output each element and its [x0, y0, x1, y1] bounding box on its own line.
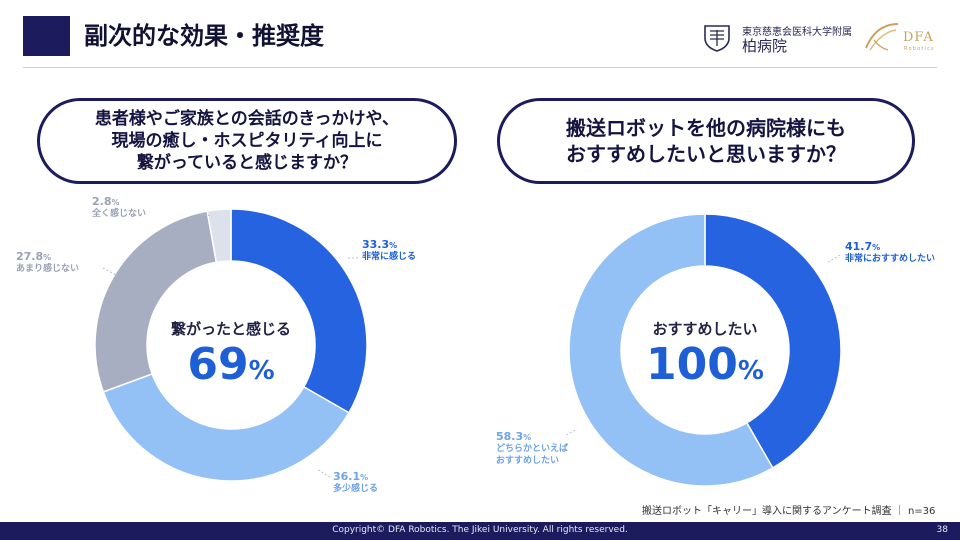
data-label: 41.7% 非常におすすめしたい [845, 240, 935, 265]
data-label-name: 多少感じる [333, 484, 379, 494]
donut-center-label-right: おすすめしたい 100% [630, 318, 780, 397]
jikei-emblem-icon [704, 25, 730, 52]
data-label-name: 非常に感じる [362, 252, 417, 262]
data-label: 27.8% あまり感じない [16, 250, 79, 275]
leader-line [102, 267, 117, 276]
donut-slice [102, 372, 350, 482]
donut-slice [704, 213, 842, 469]
data-label-name: どちらかといえば おすすめしたい [496, 444, 569, 466]
donut-slice [230, 208, 368, 414]
header-divider [23, 67, 937, 68]
data-label-name: 全く感じない [92, 209, 147, 219]
data-label-value: 33.3 [362, 238, 390, 251]
question-bubble-left: 患者様やご家族との会話のきっかけや、 現場の癒し・ホスピタリティ向上に 繋がって… [37, 98, 457, 184]
data-label: 58.3% どちらかといえば おすすめしたい [496, 430, 568, 467]
jikei-hospital-logo: 東京慈恵会医科大学附属 柏病院 [700, 22, 852, 55]
center-value-number-right: 100 [646, 339, 738, 390]
leader-line [317, 469, 331, 478]
footer-bar: Copyright© DFA Robotics. The Jikei Unive… [0, 522, 960, 540]
survey-note: 搬送ロボット「キャリー」導入に関するアンケート調査 ｜ n=36 [642, 506, 936, 517]
page-number: 38 [936, 525, 948, 535]
page-title: 副次的な効果・推奨度 [84, 22, 324, 50]
leader-line [827, 254, 841, 263]
data-label-name: 非常におすすめしたい [845, 254, 936, 264]
question-text-left: 患者様やご家族との会話のきっかけや、 現場の癒し・ホスピタリティ向上に 繋がって… [94, 109, 400, 173]
data-label-name: あまり感じない [16, 264, 80, 274]
data-label-unit: % [111, 198, 120, 207]
data-label-value: 58.3 [496, 430, 524, 443]
data-label-value: 27.8 [16, 250, 44, 263]
data-label-value: 36.1 [333, 470, 361, 483]
center-text-right: おすすめしたい [652, 320, 758, 338]
dfa-swoosh-icon [865, 23, 899, 51]
question-text-right: 搬送ロボットを他の病院様にも おすすめしたいと思いますか？ [566, 116, 846, 166]
dfa-logo-text: DFA [903, 30, 934, 45]
copyright-text: Copyright© DFA Robotics. The Jikei Unive… [332, 525, 628, 535]
data-label-unit: % [523, 433, 532, 442]
donut-center-label-left: 繋がったと感じる 69% [156, 318, 306, 397]
title-accent-block [23, 16, 70, 56]
data-label-unit: % [872, 243, 881, 252]
data-label: 33.3% 非常に感じる [362, 238, 416, 263]
center-value-unit-right: % [737, 356, 764, 386]
center-value-right: 100% [630, 339, 780, 397]
data-label-value: 2.8 [92, 195, 112, 208]
donut-slice [94, 210, 218, 393]
data-label-value: 41.7 [845, 240, 873, 253]
data-label: 36.1% 多少感じる [333, 470, 378, 495]
leader-line [564, 429, 576, 437]
data-label-unit: % [389, 241, 398, 250]
data-label-unit: % [43, 253, 52, 262]
center-text-left: 繋がったと感じる [170, 320, 291, 338]
data-label-unit: % [360, 473, 369, 482]
center-value-unit-left: % [248, 356, 275, 386]
data-label: 2.8% 全く感じない [92, 195, 146, 220]
university-name: 東京慈恵会医科大学附属 [742, 27, 852, 38]
donut-slice [568, 213, 774, 487]
center-value-number-left: 69 [187, 339, 249, 390]
question-bubble-right: 搬送ロボットを他の病院様にも おすすめしたいと思いますか？ [497, 98, 915, 184]
center-value-left: 69% [156, 339, 306, 397]
hospital-name: 柏病院 [742, 37, 788, 55]
dfa-logo-subtext: Robotics [904, 46, 935, 52]
dfa-robotics-logo: DFA Robotics [862, 18, 942, 56]
donut-slice [206, 208, 232, 264]
